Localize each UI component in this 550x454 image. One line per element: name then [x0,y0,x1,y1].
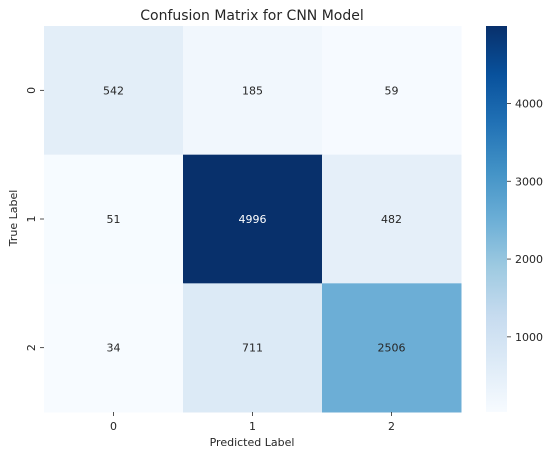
y-axis-ticks: 0 1 2 [25,87,44,351]
heatmap-cell-r1-c2 [322,154,462,284]
cell-value-label: 482 [381,213,402,226]
heatmap-cell-r2-c2 [322,283,462,413]
y-tick-label: 0 [25,87,38,94]
chart-title: Confusion Matrix for CNN Model [140,8,364,24]
colorbar-ticks: 1000 2000 3000 4000 [507,97,543,344]
cell-value-label: 4996 [239,213,267,226]
cell-value-label: 542 [103,84,124,97]
y-tick-label: 2 [25,344,38,351]
cell-value-label: 711 [242,342,263,355]
x-tick-label: 2 [388,420,395,433]
heatmap-cell-r2-c1 [183,283,323,413]
heatmap-cell-r0-c1 [183,26,323,156]
cell-value-label: 34 [107,342,121,355]
y-tick-label: 1 [25,216,38,223]
x-axis-label: Predicted Label [210,436,295,449]
heatmap-cell-r0-c2 [322,26,462,156]
x-tick-label: 0 [110,420,117,433]
heatmap-cell-r1-c1 [183,154,323,284]
heatmap-cell-r0-c0 [44,26,184,156]
cell-value-label: 185 [242,84,263,97]
heatmap-cell-labels: 542 185 59 51 4996 482 34 711 2506 [103,84,406,354]
heatmap-cell-r2-c0 [44,283,184,413]
cell-value-label: 59 [385,84,399,97]
colorbar-tick-label: 2000 [515,253,543,266]
x-tick-label: 1 [249,420,256,433]
colorbar: 1000 2000 3000 4000 [486,26,543,412]
cell-value-label: 2506 [378,342,406,355]
y-axis-label: True Label [7,190,20,248]
colorbar-tick-label: 4000 [515,97,543,110]
heatmap-cell-r1-c0 [44,154,184,284]
x-axis-ticks: 0 1 2 [110,412,395,433]
colorbar-tick-label: 3000 [515,175,543,188]
colorbar-gradient [486,26,507,412]
colorbar-tick-label: 1000 [515,331,543,344]
heatmap-cells [44,26,462,413]
cell-value-label: 51 [107,213,121,226]
